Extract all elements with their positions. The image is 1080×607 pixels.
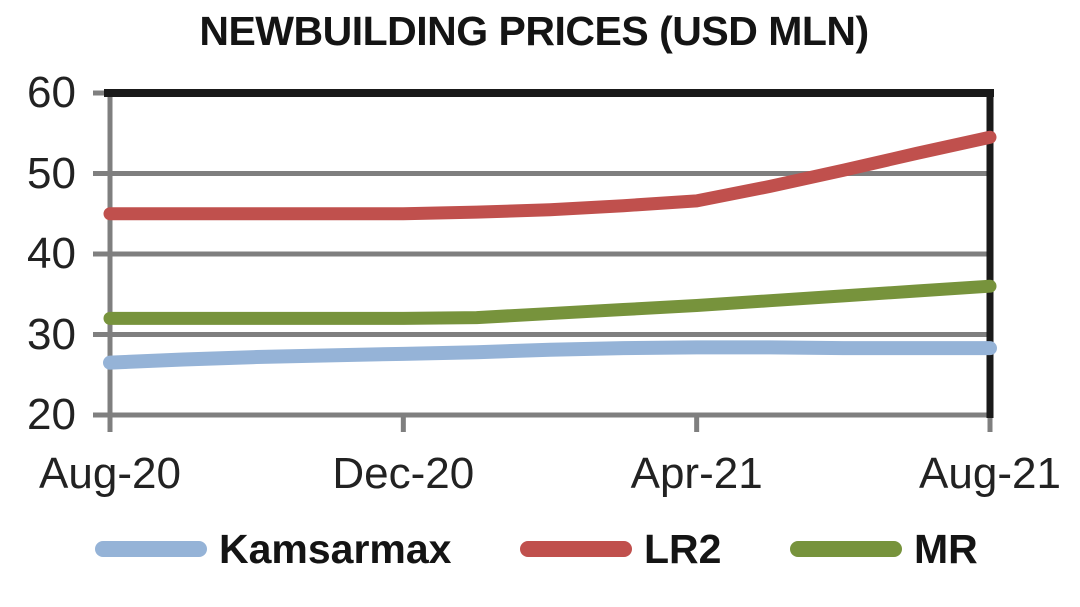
series-line-lr2 [103, 130, 997, 221]
series-line-kamsarmax [103, 340, 997, 370]
chart-title: NEWBUILDING PRICES (USD MLN) [199, 8, 869, 54]
series-line-mr [103, 279, 997, 325]
